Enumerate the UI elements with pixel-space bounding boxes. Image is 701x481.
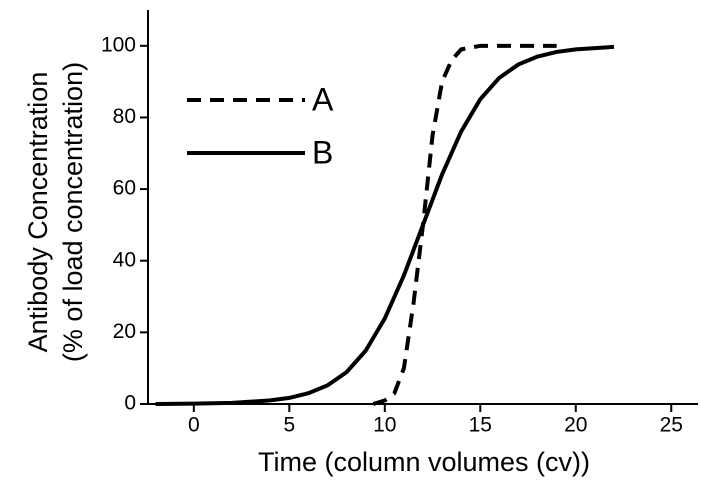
y-tick-label: 40: [113, 248, 136, 271]
y-axis-label: (% of load concentration): [58, 62, 88, 362]
line-series: [372, 43, 557, 406]
x-axis-label: Time (column volumes (cv)): [258, 447, 590, 477]
x-tick-label: 25: [660, 414, 683, 437]
y-tick-label: 0: [124, 392, 136, 415]
legend-label: A: [312, 81, 334, 117]
y-tick-label: 100: [101, 33, 136, 56]
x-tick-label: 5: [283, 414, 295, 437]
x-tick-label: 15: [469, 414, 492, 437]
y-tick-label: 80: [113, 105, 136, 128]
x-tick-label: 10: [373, 414, 396, 437]
legend-label: B: [312, 134, 333, 170]
y-tick-label: 20: [113, 320, 136, 343]
x-tick-label: 20: [564, 414, 587, 437]
y-axis-label: Antibody Concentration: [23, 72, 53, 353]
line-series: [155, 44, 615, 406]
y-tick-label: 60: [113, 177, 136, 200]
x-tick-label: 0: [188, 414, 200, 437]
